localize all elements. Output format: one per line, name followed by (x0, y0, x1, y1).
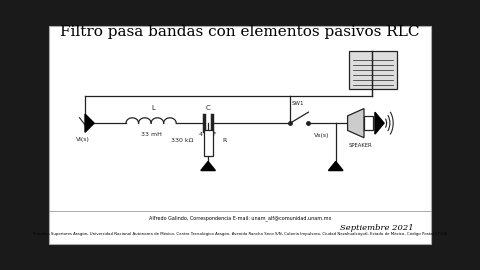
Bar (48, 26, 432, 244)
Bar (204, 130, 213, 156)
Polygon shape (85, 114, 94, 132)
Bar (349, 51, 397, 89)
Text: 330 kΩ: 330 kΩ (171, 138, 194, 143)
Polygon shape (348, 109, 364, 138)
Text: R: R (222, 138, 227, 143)
Bar (364, 116, 373, 130)
Text: Estudios Superiores Aragón, Universidad Nacional Autónoma de México, Centro Tecn: Estudios Superiores Aragón, Universidad … (33, 232, 447, 236)
Polygon shape (201, 161, 216, 171)
Text: Alfredo Galindo, Correspondencia E-mail: unam_alf@comunidad.unam.mx: Alfredo Galindo, Correspondencia E-mail:… (149, 215, 331, 221)
Text: SW1: SW1 (291, 101, 304, 106)
Text: Vi(s): Vi(s) (76, 137, 90, 142)
Text: 33 mH: 33 mH (141, 132, 162, 137)
Text: L: L (151, 105, 155, 112)
Polygon shape (375, 112, 384, 134)
Text: SPEAKER: SPEAKER (348, 143, 372, 148)
Text: Septiembre 2021: Septiembre 2021 (340, 224, 413, 232)
Text: C: C (206, 105, 210, 112)
Text: Filtro pasa bandas con elementos pasivos RLC: Filtro pasa bandas con elementos pasivos… (60, 25, 420, 39)
Polygon shape (328, 161, 343, 171)
Text: Vs(s): Vs(s) (314, 133, 330, 138)
Text: 47 nF: 47 nF (199, 132, 217, 137)
